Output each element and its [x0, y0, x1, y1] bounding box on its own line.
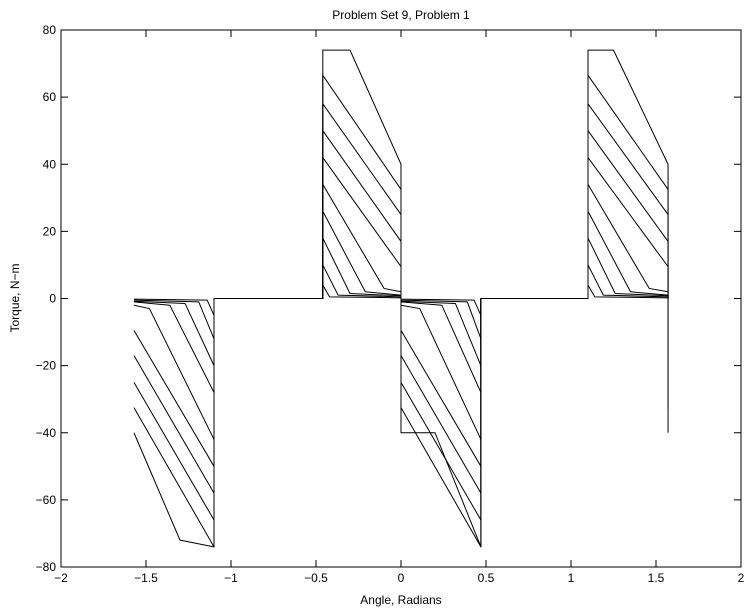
y-tick-label: 40	[43, 157, 57, 171]
x-tick-label: 0.5	[478, 571, 495, 585]
y-tick-label: 0	[49, 292, 56, 306]
series-line-10	[133, 284, 669, 410]
chart-title: Problem Set 9, Problem 1	[332, 8, 470, 22]
x-tick-label: −0.5	[304, 571, 328, 585]
y-tick-label: −40	[36, 426, 57, 440]
y-tick-label: −60	[36, 493, 57, 507]
plot-lines	[133, 49, 669, 548]
y-axis: −80 −60 −40 −20 0 20 40 60 80	[36, 23, 741, 574]
x-tick-label: 2	[738, 571, 745, 585]
y-tick-label: 80	[43, 23, 57, 37]
x-tick-label: 1.5	[648, 571, 665, 585]
x-tick-label: 1	[568, 571, 575, 585]
y-axis-label: Torque, N−m	[8, 263, 22, 332]
x-tick-label: −1.5	[134, 571, 158, 585]
x-axis-label: Angle, Radians	[360, 593, 441, 607]
y-tick-label: 20	[43, 224, 57, 238]
y-tick-label: 60	[43, 90, 57, 104]
y-tick-label: −20	[36, 359, 57, 373]
y-tick-label: −80	[36, 560, 57, 574]
x-tick-label: −2	[54, 571, 68, 585]
x-tick-label: 0	[398, 571, 405, 585]
x-axis: −2 −1.5 −1 −0.5 0 0.5 1 1.5 2	[54, 30, 745, 585]
x-tick-label: −1	[224, 571, 238, 585]
